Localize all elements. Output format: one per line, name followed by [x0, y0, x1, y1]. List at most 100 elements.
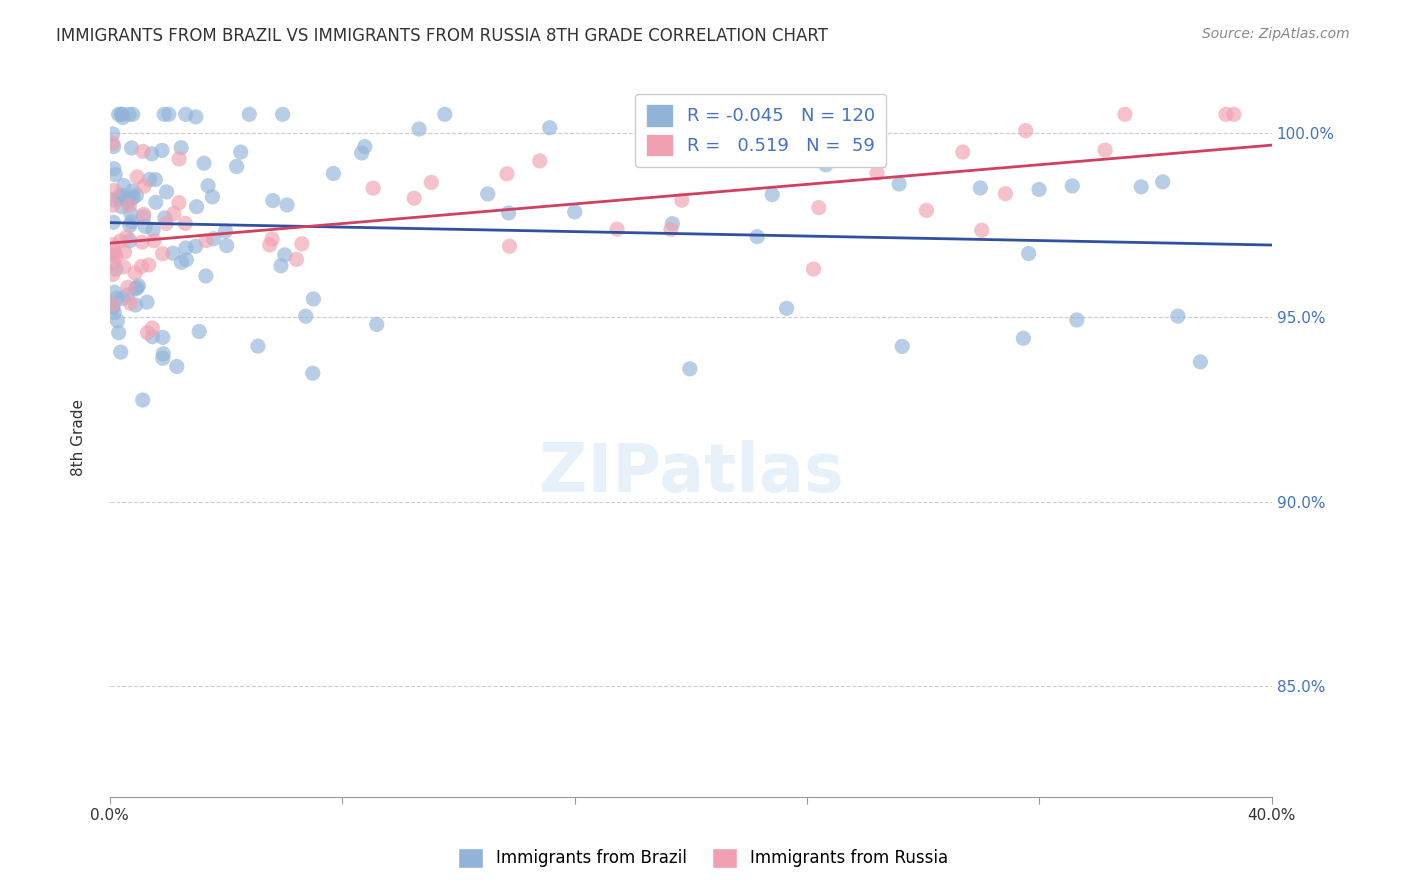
- Point: [167, 152, 190, 166]
- Point: [366, 318, 388, 332]
- Point: [195, 234, 218, 248]
- Point: [104, 249, 127, 263]
- Point: [361, 181, 384, 195]
- Point: [225, 160, 247, 174]
- Point: [108, 188, 131, 202]
- Point: [115, 230, 138, 244]
- Point: [124, 298, 146, 312]
- Point: [120, 296, 142, 310]
- Legend: R = -0.045   N = 120, R =   0.519   N =  59: R = -0.045 N = 120, R = 0.519 N = 59: [636, 94, 886, 167]
- Point: [153, 211, 176, 225]
- Point: [271, 107, 294, 121]
- Point: [659, 222, 682, 236]
- Point: [184, 110, 207, 124]
- Point: [671, 193, 693, 207]
- Point: [276, 198, 298, 212]
- Point: [127, 169, 149, 184]
- Point: [404, 191, 426, 205]
- Point: [1167, 309, 1189, 323]
- Point: [152, 246, 174, 260]
- Point: [529, 153, 551, 168]
- Point: [350, 145, 373, 160]
- Point: [274, 248, 297, 262]
- Point: [679, 362, 702, 376]
- Point: [120, 192, 142, 206]
- Point: [915, 203, 938, 218]
- Point: [103, 184, 125, 198]
- Point: [150, 144, 173, 158]
- Point: [118, 219, 141, 233]
- Point: [270, 259, 292, 273]
- Point: [152, 351, 174, 366]
- Point: [101, 193, 124, 207]
- Text: ZIPatlas: ZIPatlas: [538, 440, 844, 506]
- Point: [111, 292, 134, 306]
- Point: [1015, 123, 1038, 137]
- Legend: Immigrants from Brazil, Immigrants from Russia: Immigrants from Brazil, Immigrants from …: [451, 841, 955, 875]
- Point: [131, 260, 153, 274]
- Text: Source: ZipAtlas.com: Source: ZipAtlas.com: [1202, 27, 1350, 41]
- Point: [138, 172, 160, 186]
- Point: [118, 107, 141, 121]
- Point: [132, 179, 155, 194]
- Point: [496, 167, 519, 181]
- Point: [353, 139, 375, 153]
- Point: [747, 229, 769, 244]
- Point: [132, 210, 155, 224]
- Point: [1062, 178, 1084, 193]
- Point: [141, 329, 163, 343]
- Point: [101, 136, 124, 151]
- Point: [891, 339, 914, 353]
- Point: [117, 280, 139, 294]
- Point: [302, 292, 325, 306]
- Point: [143, 234, 166, 248]
- Point: [101, 298, 124, 312]
- Point: [792, 119, 814, 133]
- Point: [1130, 179, 1153, 194]
- Point: [194, 268, 217, 283]
- Point: [153, 107, 176, 121]
- Point: [101, 127, 124, 141]
- Point: [101, 300, 124, 314]
- Point: [112, 178, 135, 193]
- Point: [498, 206, 520, 220]
- Point: [1189, 355, 1212, 369]
- Point: [1012, 331, 1035, 345]
- Point: [111, 188, 134, 202]
- Point: [188, 325, 211, 339]
- Point: [1028, 182, 1050, 196]
- Point: [103, 161, 125, 176]
- Point: [606, 222, 628, 236]
- Point: [101, 247, 124, 261]
- Point: [103, 306, 125, 320]
- Point: [498, 239, 520, 253]
- Point: [952, 145, 974, 159]
- Point: [124, 266, 146, 280]
- Point: [104, 262, 127, 277]
- Point: [1094, 143, 1116, 157]
- Point: [122, 190, 145, 204]
- Point: [970, 223, 993, 237]
- Point: [117, 194, 139, 209]
- Point: [107, 326, 129, 340]
- Point: [112, 260, 135, 274]
- Point: [186, 200, 208, 214]
- Point: [174, 241, 197, 255]
- Point: [170, 255, 193, 269]
- Point: [807, 201, 830, 215]
- Point: [433, 107, 456, 121]
- Point: [162, 246, 184, 260]
- Point: [121, 141, 143, 155]
- Point: [166, 359, 188, 374]
- Point: [661, 217, 683, 231]
- Point: [197, 178, 219, 193]
- Point: [105, 291, 128, 305]
- Point: [176, 252, 198, 267]
- Point: [294, 310, 316, 324]
- Point: [142, 223, 165, 237]
- Point: [124, 282, 146, 296]
- Point: [103, 139, 125, 153]
- Point: [143, 172, 166, 186]
- Point: [131, 235, 153, 249]
- Point: [174, 107, 197, 121]
